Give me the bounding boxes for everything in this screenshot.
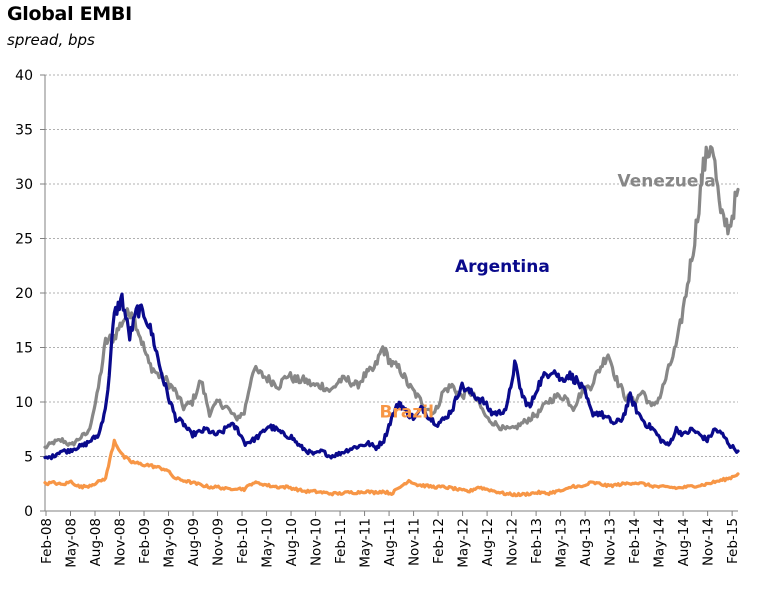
chart-subtitle: spread, bps [7, 31, 95, 49]
y-tick-label: 10 [15, 395, 33, 411]
x-tick-label: Nov-12 [505, 518, 521, 566]
x-tick-label: Aug-14 [676, 518, 692, 566]
x-tick-label: Aug-11 [382, 518, 398, 566]
series-label-argentina: Argentina [455, 257, 550, 277]
x-tick-label: Feb-12 [431, 518, 447, 564]
y-tick-label: 30 [15, 177, 33, 193]
x-tick-label: Feb-08 [39, 518, 55, 564]
x-tick-label: Feb-15 [725, 518, 741, 564]
x-tick-label: May-11 [358, 518, 374, 568]
x-tick-label: Nov-14 [701, 518, 717, 566]
x-tick-label: Feb-09 [137, 518, 153, 564]
x-tick-label: May-13 [554, 518, 570, 568]
x-tick-label: Feb-14 [627, 518, 643, 564]
x-tick-label: Aug-09 [186, 518, 202, 566]
series-line-venezuela [43, 145, 740, 450]
y-tick-label: 0 [24, 504, 33, 520]
x-tick-label: Feb-10 [235, 518, 251, 564]
gridlines [45, 74, 738, 457]
series-line-argentina [43, 292, 740, 461]
x-tick-label: Nov-10 [309, 518, 325, 566]
x-tick-label: Aug-13 [578, 518, 594, 566]
series-labels: Venezuela Argentina Brazil [380, 172, 716, 423]
x-tick-label: May-12 [456, 518, 472, 568]
axes: 0 5 10 15 20 25 30 35 40 Feb-08 May-08 Aug-08 Nov-08… [15, 68, 741, 568]
x-tick-label: Feb-11 [333, 518, 349, 564]
x-tick-label: May-09 [162, 518, 178, 568]
y-tick-label: 20 [15, 286, 33, 302]
x-tick-label: Nov-08 [113, 518, 129, 566]
x-tick-label: Nov-09 [211, 518, 227, 566]
y-tick-label: 5 [24, 450, 33, 466]
x-tick-label: Nov-13 [603, 518, 619, 566]
series-lines [43, 145, 740, 498]
x-tick-label: May-14 [652, 518, 668, 568]
series-label-venezuela: Venezuela [618, 172, 716, 192]
x-tick-label: May-10 [260, 518, 276, 568]
series-label-brazil: Brazil [380, 402, 434, 422]
x-tick-label: Feb-13 [529, 518, 545, 564]
y-tick-label: 40 [15, 68, 33, 84]
x-tick-label: Aug-08 [88, 518, 104, 566]
x-tick-label: Nov-11 [407, 518, 423, 566]
series-line-brazil [43, 438, 740, 498]
x-tick-label: May-08 [64, 518, 80, 568]
x-tick-label: Aug-12 [480, 518, 496, 566]
y-tick-label: 25 [15, 232, 33, 248]
x-tick-label: Aug-10 [284, 518, 300, 566]
y-tick-label: 15 [15, 341, 33, 357]
chart-title: Global EMBI [7, 3, 132, 25]
y-tick-label: 35 [15, 123, 33, 139]
